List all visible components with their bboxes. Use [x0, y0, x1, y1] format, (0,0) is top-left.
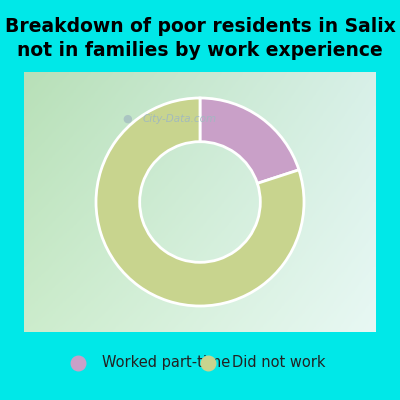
Text: City-Data.com: City-Data.com — [143, 114, 217, 124]
Text: Did not work: Did not work — [232, 355, 326, 370]
Text: Worked part-time: Worked part-time — [102, 355, 230, 370]
Text: ●: ● — [122, 114, 132, 124]
Wedge shape — [96, 98, 304, 306]
Wedge shape — [200, 98, 299, 183]
Text: Breakdown of poor residents in Salix
not in families by work experience: Breakdown of poor residents in Salix not… — [4, 17, 396, 60]
